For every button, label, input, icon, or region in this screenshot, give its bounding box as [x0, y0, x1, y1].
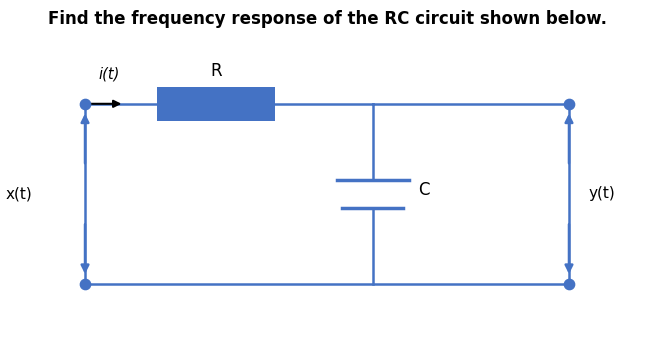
- Point: [80, 101, 90, 107]
- Point: [564, 281, 574, 286]
- Text: x(t): x(t): [6, 186, 33, 201]
- Bar: [157, 86, 275, 121]
- Text: i(t): i(t): [98, 66, 120, 81]
- Point: [80, 281, 90, 286]
- Text: R: R: [210, 62, 222, 80]
- Point: [564, 101, 574, 107]
- Text: y(t): y(t): [589, 186, 615, 201]
- Text: Find the frequency response of the RC circuit shown below.: Find the frequency response of the RC ci…: [48, 10, 606, 28]
- Text: C: C: [419, 181, 430, 199]
